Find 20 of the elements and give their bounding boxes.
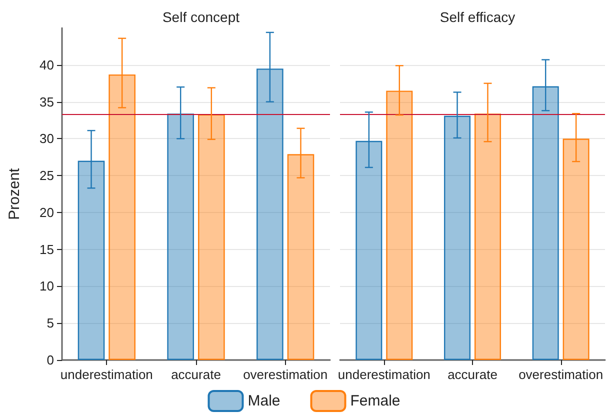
x-tick-label: underestimation [60, 367, 153, 382]
y-tick-label: 0 [46, 352, 54, 368]
x-tick-label: overestimation [243, 367, 328, 382]
y-tick-label: 25 [40, 168, 54, 184]
y-axis-title: Prozent [6, 167, 23, 220]
y-tick-label: 10 [40, 278, 54, 294]
y-tick-label: 35 [40, 94, 54, 110]
x-tick-label: accurate [171, 367, 221, 382]
chart-title: Self efficacy [440, 9, 516, 25]
legend-label: Female [350, 392, 400, 410]
x-tick-label: overestimation [518, 367, 604, 382]
chart-title: Self concept [162, 9, 240, 25]
y-tick-label: 20 [40, 204, 54, 220]
x-tick-label: underestimation [338, 367, 430, 382]
y-tick-label: 30 [40, 131, 54, 146]
y-tick-label: 5 [46, 316, 54, 331]
x-tick-label: accurate [448, 367, 498, 382]
y-tick-label: 15 [40, 242, 54, 257]
legend-label: Male [248, 392, 280, 410]
y-tick-label: 40 [40, 57, 54, 72]
